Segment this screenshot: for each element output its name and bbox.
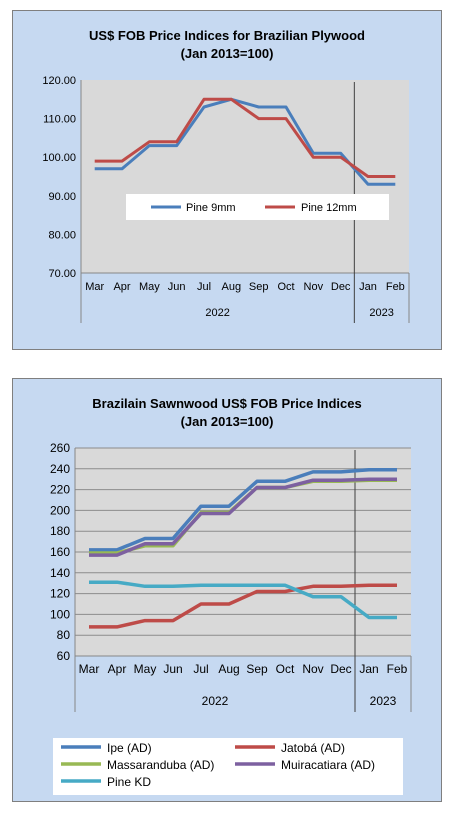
sawnwood-y-tick-label: 240 <box>50 462 70 476</box>
sawnwood-y-tick-label: 220 <box>50 483 70 497</box>
plywood-x-tick-label: Mar <box>85 281 104 293</box>
sawnwood-legend-label: Pine KD <box>107 775 151 789</box>
sawnwood-year-label: 2022 <box>202 694 229 708</box>
plywood-y-tick-label: 70.00 <box>48 268 76 280</box>
sawnwood-x-tick-label: Jan <box>359 662 378 676</box>
sawnwood-y-tick-label: 120 <box>50 587 70 601</box>
plywood-chart-panel: US$ FOB Price Indices for Brazilian Plyw… <box>12 10 442 350</box>
sawnwood-y-tick-label: 80 <box>57 628 71 642</box>
plywood-legend-label: Pine 9mm <box>186 202 236 214</box>
plywood-year-label: 2022 <box>205 307 229 319</box>
plywood-y-tick-label: 80.00 <box>48 229 76 241</box>
sawnwood-chart-panel: Brazilain Sawnwood US$ FOB Price Indices… <box>12 378 442 802</box>
sawnwood-x-tick-label: Aug <box>218 662 239 676</box>
sawnwood-x-tick-label: Jun <box>163 662 182 676</box>
sawnwood-y-tick-label: 180 <box>50 524 70 538</box>
plywood-x-tick-label: Oct <box>277 281 294 293</box>
plywood-x-tick-label: Aug <box>222 281 242 293</box>
sawnwood-x-tick-label: Oct <box>276 662 295 676</box>
plywood-x-tick-label: Apr <box>113 281 130 293</box>
plywood-chart-title: US$ FOB Price Indices for Brazilian Plyw… <box>89 28 365 43</box>
sawnwood-legend-box <box>53 738 403 795</box>
plywood-x-tick-label: Feb <box>386 281 405 293</box>
sawnwood-x-tick-label: Sep <box>246 662 268 676</box>
sawnwood-line-chart: 60 80 100 120 140 160 180 200 220 240 260 Mar Apr May… <box>50 441 412 795</box>
sawnwood-y-tick-label: 140 <box>50 566 70 580</box>
plywood-x-tick-label: May <box>139 281 160 293</box>
sawnwood-x-tick-label: May <box>134 662 157 676</box>
sawnwood-y-tick-label: 200 <box>50 503 70 517</box>
sawnwood-y-tick-label: 260 <box>50 441 70 455</box>
plywood-y-tick-label: 120.00 <box>42 75 76 87</box>
sawnwood-legend-label: Massaranduba (AD) <box>107 758 214 772</box>
sawnwood-series-line-0 <box>89 468 397 552</box>
plywood-y-tick-label: 90.00 <box>48 191 76 203</box>
plywood-x-tick-label: Jul <box>197 281 211 293</box>
sawnwood-x-tick-label: Nov <box>302 662 323 676</box>
sawnwood-chart-title: Brazilain Sawnwood US$ FOB Price Indices <box>92 396 362 411</box>
sawnwood-year-label: 2023 <box>370 694 397 708</box>
plywood-series-line-0 <box>94 97 396 186</box>
sawnwood-series-line-3 <box>89 477 397 557</box>
plywood-y-tick-label: 100.00 <box>42 152 76 164</box>
sawnwood-x-tick-label: Jul <box>193 662 208 676</box>
plywood-chart-subtitle: (Jan 2013=100) <box>180 46 274 61</box>
plywood-year-label: 2023 <box>369 307 393 319</box>
sawnwood-x-tick-label: Dec <box>330 662 351 676</box>
sawnwood-series-line-1 <box>89 583 397 629</box>
sawnwood-y-tick-label: 160 <box>50 545 70 559</box>
sawnwood-legend-label: Jatobá (AD) <box>281 741 345 755</box>
sawnwood-legend-label: Muiracatiara (AD) <box>281 758 375 772</box>
plywood-line-chart: 70.00 80.00 90.00 100.00 110.00 120.00 Mar Apr M… <box>42 75 410 323</box>
plywood-x-tick-label: Jan <box>359 281 377 293</box>
sawnwood-x-tick-label: Feb <box>387 662 408 676</box>
plywood-x-tick-label: Jun <box>168 281 186 293</box>
plywood-x-tick-label: Sep <box>249 281 269 293</box>
plywood-y-tick-label: 110.00 <box>43 114 76 126</box>
plywood-legend-label: Pine 12mm <box>301 202 357 214</box>
sawnwood-x-tick-label: Apr <box>108 662 127 676</box>
sawnwood-y-tick-label: 60 <box>57 649 71 663</box>
sawnwood-chart-subtitle: (Jan 2013=100) <box>180 414 274 429</box>
plywood-x-tick-label: Dec <box>331 281 351 293</box>
sawnwood-x-tick-label: Mar <box>79 662 100 676</box>
plywood-series-line-1 <box>94 97 396 178</box>
sawnwood-series-line-4 <box>89 580 397 620</box>
plywood-x-tick-label: Nov <box>304 281 324 293</box>
sawnwood-y-tick-label: 100 <box>50 607 70 621</box>
sawnwood-legend-label: Ipe (AD) <box>107 741 152 755</box>
